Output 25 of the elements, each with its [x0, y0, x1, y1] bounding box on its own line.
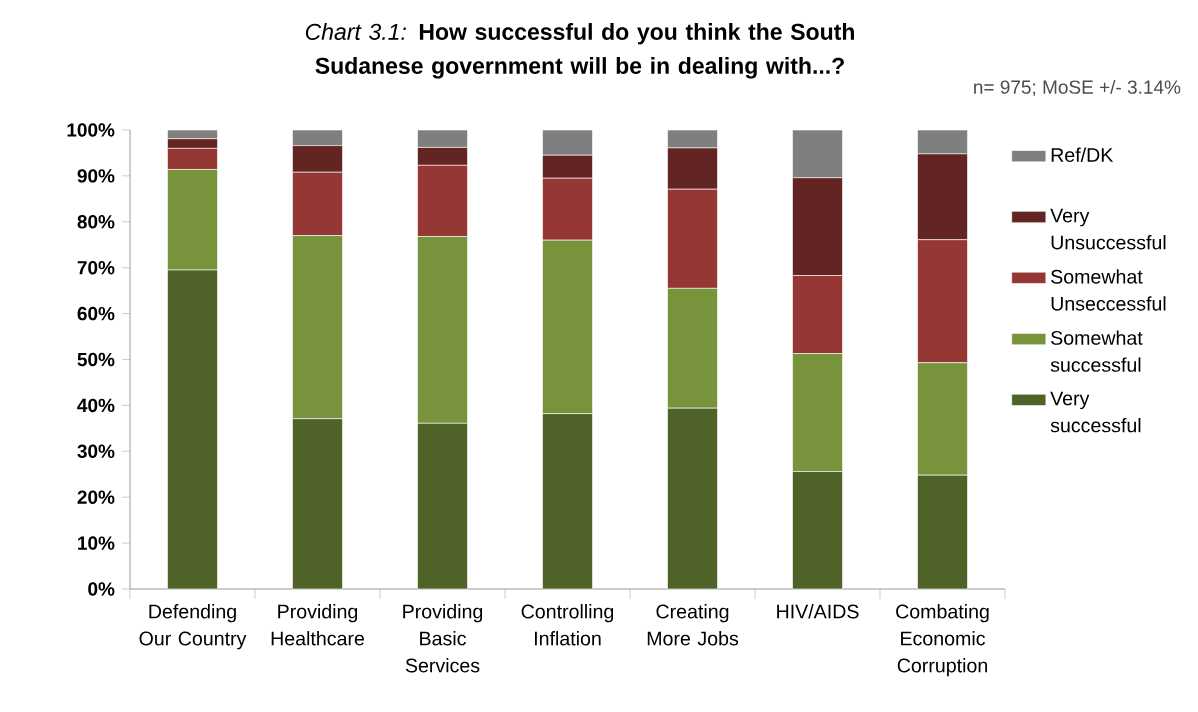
y-tick-label: 70% [77, 260, 115, 275]
x-tick-label: Creating More Jobs [647, 604, 739, 646]
y-tick-label: 100% [67, 123, 115, 137]
legend-label: Somewhat Unseccessful [1051, 269, 1166, 311]
x-tick-label: Providing Healthcare [271, 604, 365, 646]
y-tick-label: 50% [77, 352, 115, 367]
x-tick-label: Defending Our Country [139, 604, 247, 650]
x-tick-label: HIV/AIDS [777, 604, 859, 619]
y-tick-label: 10% [78, 536, 115, 550]
x-tick-label: Combating Economic Corruption [896, 604, 989, 677]
x-tick-label: Providing Basic Services [403, 604, 483, 673]
y-tick-label: 40% [77, 398, 115, 413]
legend-label: Very successful [1050, 391, 1141, 433]
y-tick-label: 0% [88, 582, 115, 596]
legend-label: Ref/DK [1051, 147, 1114, 162]
text: n= 975; MoSE +/- 3.14% [974, 79, 1181, 97]
chart-title: Chart 3.1: How successful do you think the South Sudanese government will be in dealing with...? [305, 23, 854, 79]
y-tick-label: 90% [77, 169, 115, 183]
x-tick-label: Controlling Inflation [521, 604, 614, 646]
y-tick-label: 20% [77, 490, 115, 504]
y-tick-label: 30% [77, 444, 115, 459]
legend-label: Somewhat successful [1050, 330, 1143, 372]
y-tick-label: 80% [77, 215, 115, 229]
y-tick-label: 60% [77, 306, 115, 321]
legend-label: Very Unsuccessful [1050, 208, 1166, 250]
